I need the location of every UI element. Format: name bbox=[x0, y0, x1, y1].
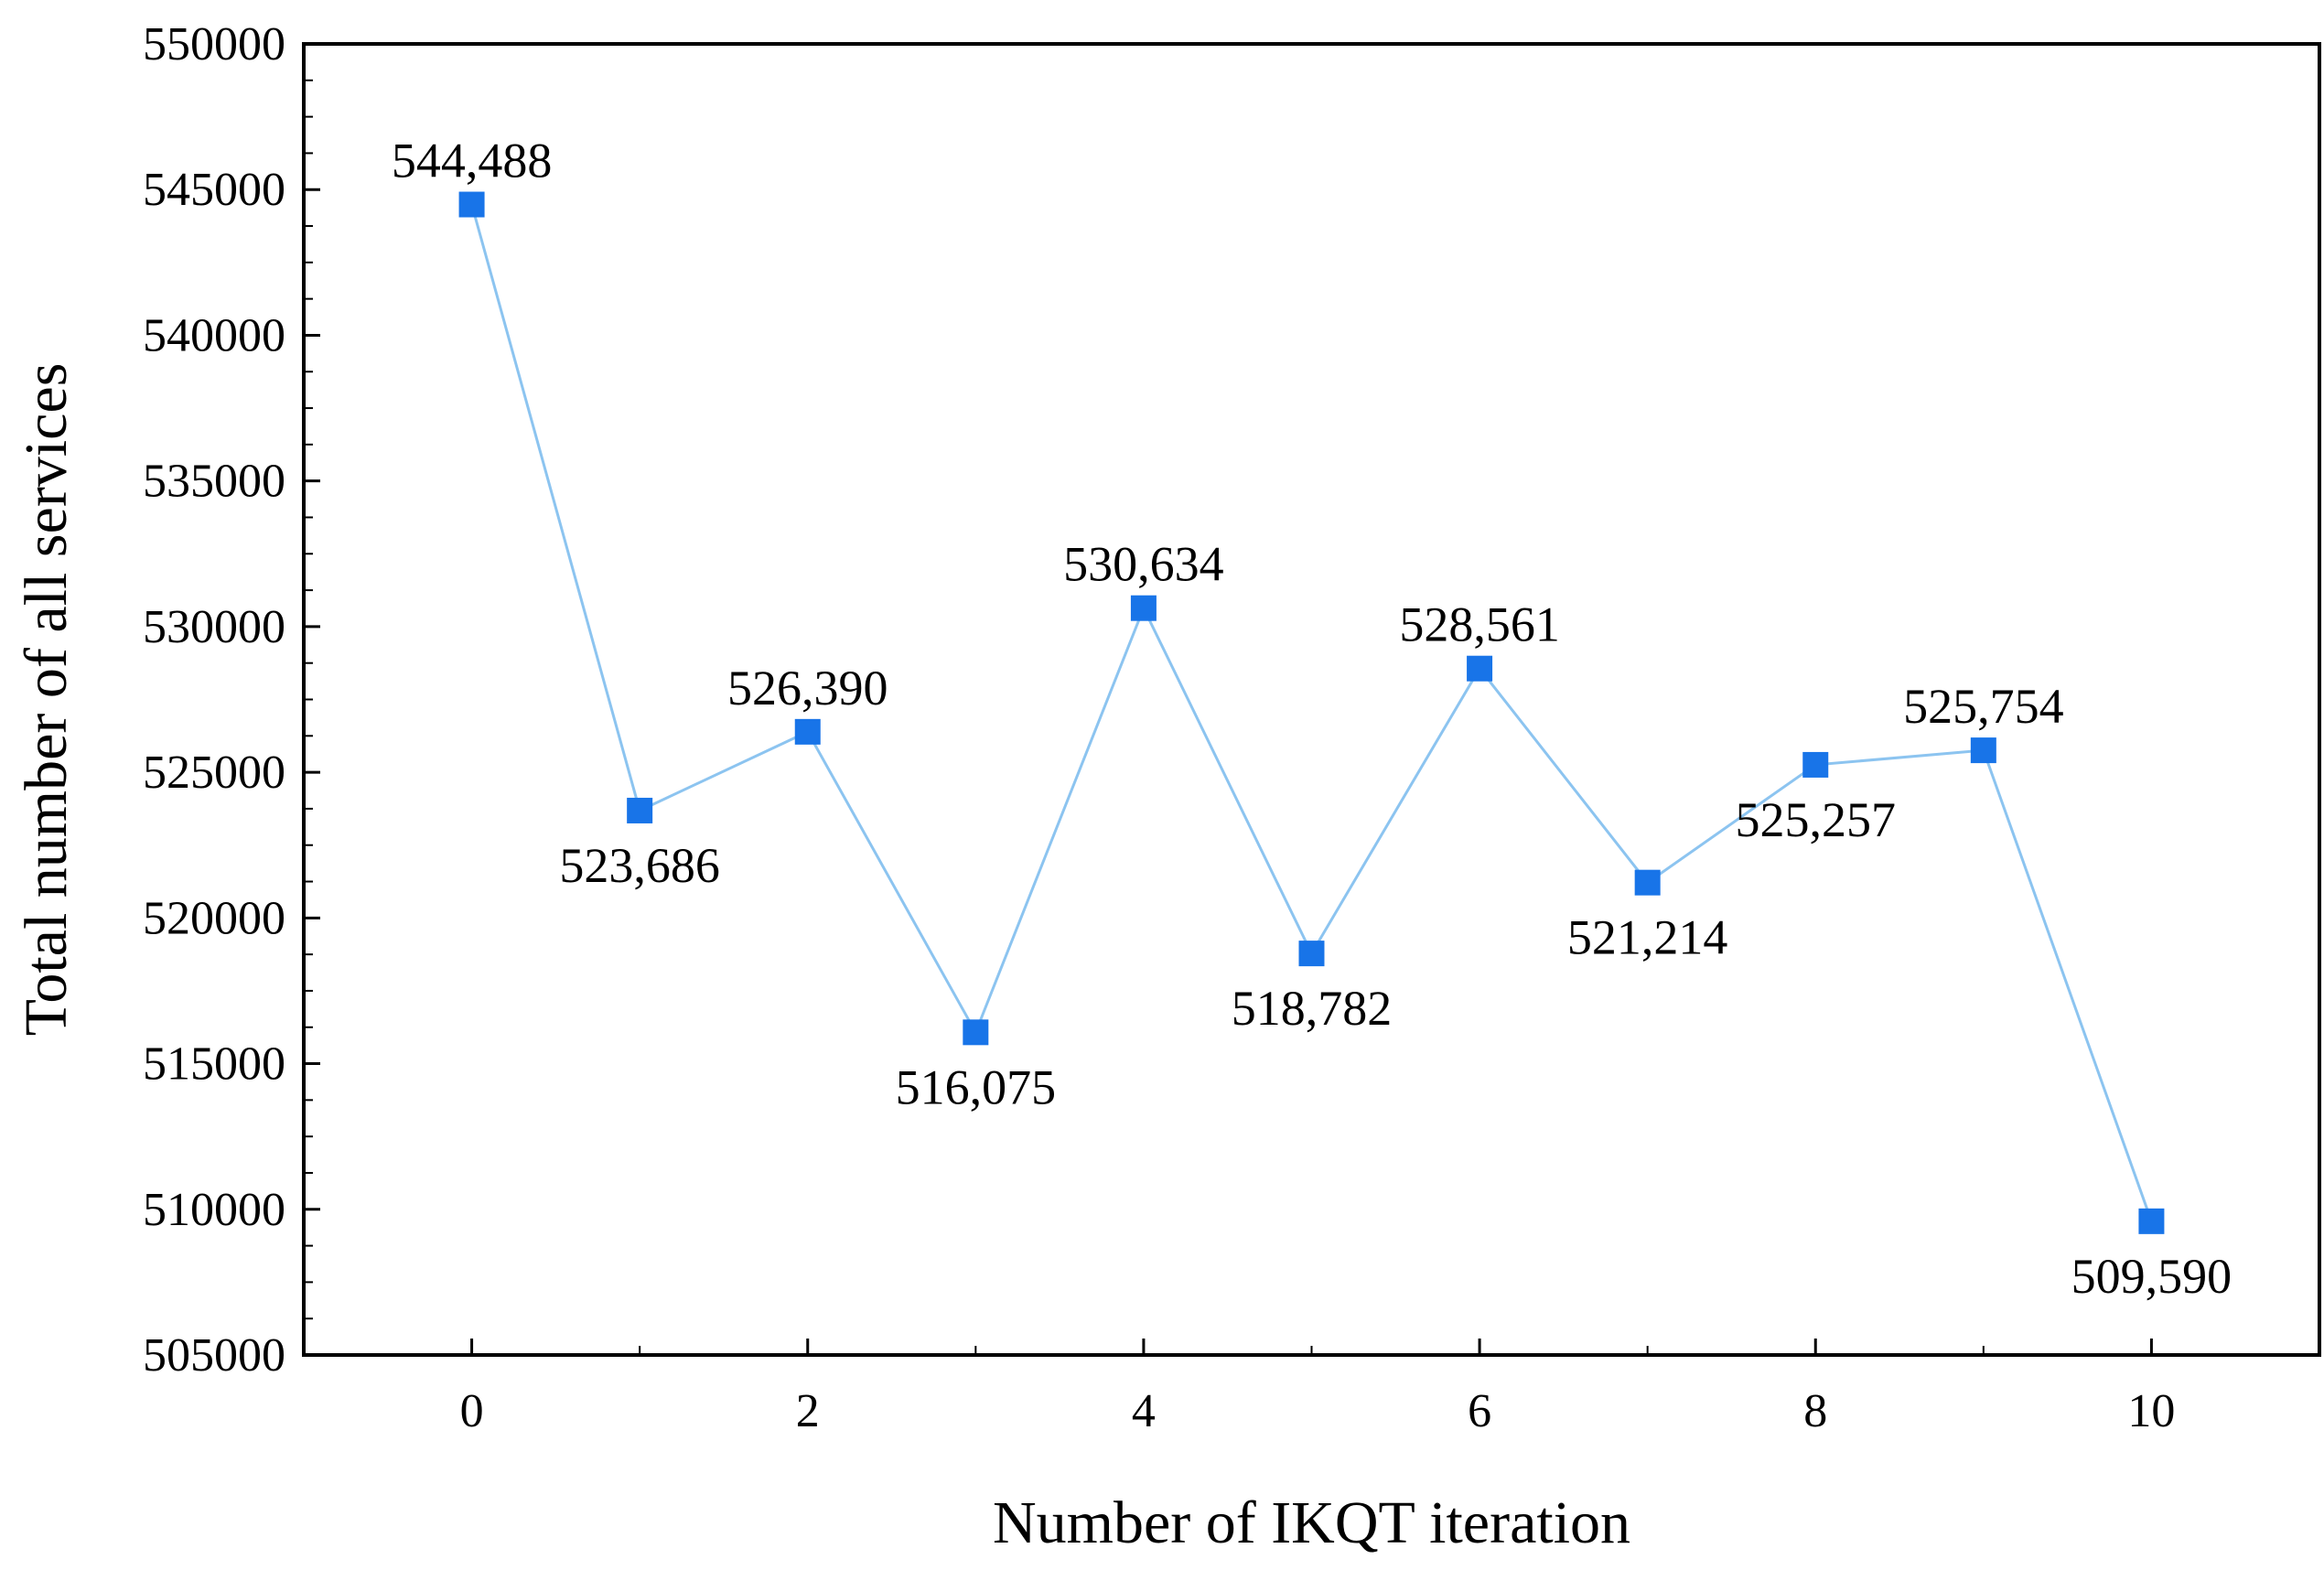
data-point-marker bbox=[794, 718, 821, 745]
data-point-marker bbox=[1634, 869, 1661, 896]
x-tick-label: 4 bbox=[1132, 1385, 1156, 1437]
x-tick-label: 10 bbox=[2127, 1385, 2175, 1437]
data-point-marker bbox=[1970, 737, 1996, 764]
x-tick-label: 8 bbox=[1803, 1385, 1827, 1437]
data-label: 518,782 bbox=[1232, 981, 1393, 1036]
data-label: 525,754 bbox=[1903, 679, 2064, 734]
data-point-marker bbox=[1130, 595, 1157, 621]
data-label: 525,257 bbox=[1736, 792, 1897, 847]
x-axis-ticks: 0 2 4 6 8 10 bbox=[303, 1339, 2320, 1437]
plot-area-frame bbox=[302, 42, 2321, 1357]
y-tick-label: 550000 bbox=[143, 18, 285, 70]
y-axis-ticks: 505000 510000 515000 520000 525000 530000 5350… bbox=[143, 18, 320, 1382]
data-point-marker bbox=[1802, 751, 1829, 778]
data-point-marker bbox=[1467, 655, 1493, 682]
data-label: 544,488 bbox=[392, 134, 553, 188]
y-tick-label: 515000 bbox=[143, 1038, 285, 1091]
data-point-marker bbox=[458, 191, 485, 218]
data-markers bbox=[458, 191, 2165, 1234]
data-labels: 544,488 523,686 526,390 516,075 530,634 518,7… bbox=[392, 134, 2232, 1304]
x-tick-label: 6 bbox=[1468, 1385, 1491, 1437]
data-label: 528,561 bbox=[1399, 597, 1560, 652]
y-tick-label: 530000 bbox=[143, 601, 285, 653]
data-label: 523,686 bbox=[559, 838, 720, 893]
data-label: 530,634 bbox=[1063, 537, 1224, 592]
data-label: 516,075 bbox=[896, 1059, 1057, 1114]
y-tick-label: 535000 bbox=[143, 456, 285, 508]
data-label: 521,214 bbox=[1567, 910, 1728, 965]
data-point-marker bbox=[1298, 941, 1325, 967]
data-point-marker bbox=[963, 1019, 989, 1046]
y-tick-label: 505000 bbox=[143, 1329, 285, 1382]
data-point-marker bbox=[2138, 1208, 2165, 1234]
data-label: 526,390 bbox=[727, 661, 888, 715]
x-axis-title: Number of IKQT iteration bbox=[993, 1489, 1630, 1556]
y-tick-label: 525000 bbox=[143, 747, 285, 799]
data-point-marker bbox=[627, 797, 653, 823]
data-label: 509,590 bbox=[2071, 1249, 2233, 1304]
y-tick-label: 540000 bbox=[143, 309, 285, 361]
y-tick-label: 520000 bbox=[143, 892, 285, 944]
y-tick-label: 510000 bbox=[143, 1184, 285, 1236]
x-tick-label: 2 bbox=[796, 1385, 820, 1437]
x-tick-label: 0 bbox=[460, 1385, 484, 1437]
y-tick-label: 545000 bbox=[143, 164, 285, 216]
y-axis-title: Total number of all services bbox=[13, 363, 80, 1037]
